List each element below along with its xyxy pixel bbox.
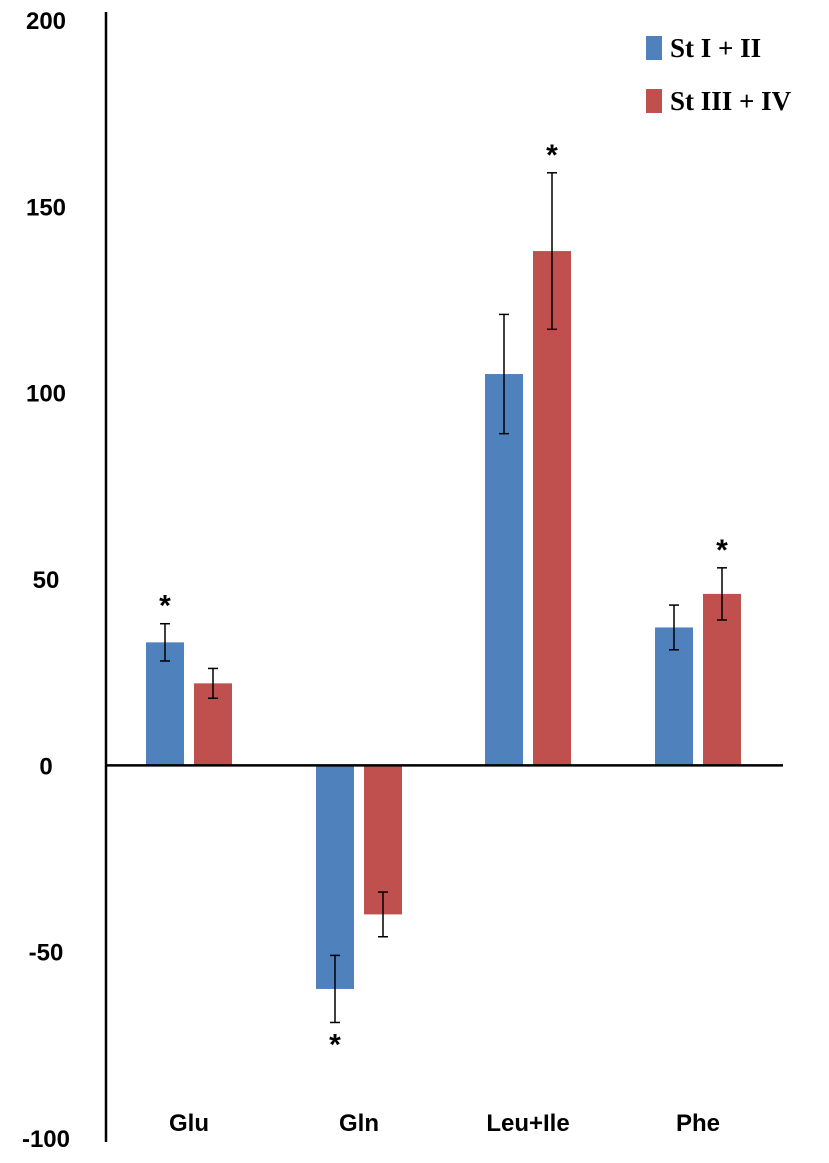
x-category-label: Glu <box>169 1110 209 1137</box>
legend-swatch-series1 <box>646 36 662 60</box>
axes-layer <box>104 12 783 1142</box>
y-tick-label: 200 <box>26 8 66 35</box>
error-bar-series1-gln <box>330 954 340 1024</box>
bars-layer <box>146 251 741 989</box>
error-bar-series1-phe <box>669 604 679 651</box>
x-category-label: Phe <box>676 1110 720 1137</box>
error-bar-series2-leu-ile <box>547 172 557 331</box>
y-tick-label: -100 <box>22 1126 70 1153</box>
bar-series1-leu-ile <box>485 374 523 766</box>
legend-label-series1: St I + II <box>670 33 761 63</box>
x-category-label: Gln <box>339 1110 379 1137</box>
y-tick-label: 0 <box>39 753 52 780</box>
y-tick-label: -50 <box>29 940 64 967</box>
significance-marker: * <box>159 590 171 623</box>
significance-marker: * <box>329 1028 341 1061</box>
error-bar-series2-gln <box>378 891 388 938</box>
legend-swatch-series2 <box>646 89 662 113</box>
x-category-label: Leu+Ile <box>486 1110 569 1137</box>
bar-series1-glu <box>146 642 184 766</box>
y-tick-label: 150 <box>26 194 66 221</box>
bar-series2-leu-ile <box>533 251 571 766</box>
legend-label-series2: St III + IV <box>670 86 792 116</box>
bar-series2-gln <box>364 765 402 915</box>
y-tick-label: 50 <box>33 567 60 594</box>
labels-layer: * * * * -100 -50 0 50 100 150 200 Glu Gln Leu+Ile Phe <box>22 8 728 1153</box>
error-bar-series2-phe <box>717 567 727 621</box>
legend: St I + II St III + IV <box>646 33 792 116</box>
y-tick-label: 100 <box>26 381 66 408</box>
bar-series1-gln <box>316 765 354 989</box>
error-bars-layer <box>160 172 727 1024</box>
error-bar-series2-glu <box>208 667 218 700</box>
significance-marker: * <box>546 139 558 172</box>
error-bar-series1-leu-ile <box>499 313 509 435</box>
significance-marker: * <box>716 534 728 567</box>
error-bar-series1-glu <box>160 622 170 662</box>
bar-series2-phe <box>703 593 741 766</box>
